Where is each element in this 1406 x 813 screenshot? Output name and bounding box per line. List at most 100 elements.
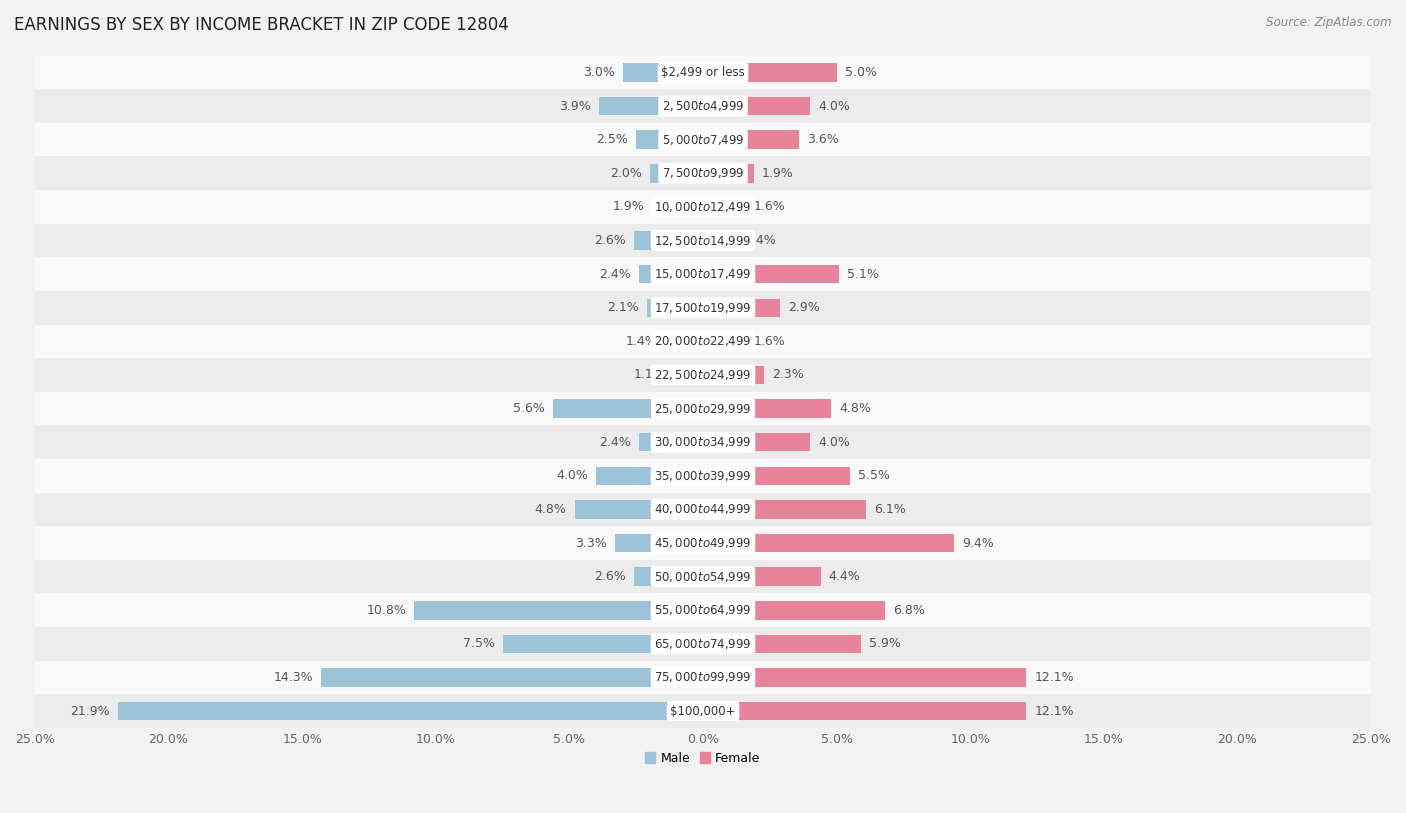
Text: 5.1%: 5.1%	[848, 267, 879, 280]
Text: 4.8%: 4.8%	[534, 503, 567, 516]
Text: 2.9%: 2.9%	[789, 302, 820, 315]
Text: 4.0%: 4.0%	[818, 436, 849, 449]
Text: 2.1%: 2.1%	[607, 302, 638, 315]
Bar	[35, 425, 1371, 459]
Text: 12.1%: 12.1%	[1035, 671, 1074, 684]
Bar	[703, 534, 955, 552]
Bar	[673, 366, 703, 385]
Text: EARNINGS BY SEX BY INCOME BRACKET IN ZIP CODE 12804: EARNINGS BY SEX BY INCOME BRACKET IN ZIP…	[14, 16, 509, 34]
Bar	[35, 324, 1371, 359]
Text: 21.9%: 21.9%	[70, 705, 110, 718]
Text: $2,500 to $4,999: $2,500 to $4,999	[662, 99, 744, 113]
Bar	[35, 627, 1371, 661]
Text: 3.6%: 3.6%	[807, 133, 839, 146]
Text: $45,000 to $49,999: $45,000 to $49,999	[654, 536, 752, 550]
Text: 2.5%: 2.5%	[596, 133, 628, 146]
Text: 1.4%: 1.4%	[626, 335, 658, 348]
Bar	[703, 433, 810, 451]
Bar	[634, 231, 703, 250]
Bar	[614, 534, 703, 552]
Bar	[35, 190, 1371, 224]
Text: 1.9%: 1.9%	[762, 167, 793, 180]
Bar	[703, 567, 821, 586]
Bar	[35, 156, 1371, 190]
Bar	[703, 702, 1026, 720]
Bar	[703, 97, 810, 115]
Bar	[35, 359, 1371, 392]
Bar	[703, 467, 851, 485]
Bar	[703, 333, 745, 350]
Bar	[35, 392, 1371, 425]
Text: $55,000 to $64,999: $55,000 to $64,999	[654, 603, 752, 617]
Bar	[703, 164, 754, 183]
Text: $20,000 to $22,499: $20,000 to $22,499	[654, 334, 752, 348]
Bar	[35, 694, 1371, 728]
Text: 9.4%: 9.4%	[962, 537, 994, 550]
Bar	[35, 224, 1371, 258]
Bar	[321, 668, 703, 687]
Bar	[35, 291, 1371, 324]
Bar	[35, 593, 1371, 627]
Bar	[703, 198, 745, 216]
Text: 3.0%: 3.0%	[583, 66, 614, 79]
Text: 10.8%: 10.8%	[367, 604, 406, 617]
Bar	[35, 661, 1371, 694]
Text: 3.9%: 3.9%	[560, 99, 591, 112]
Bar	[703, 601, 884, 620]
Bar	[35, 55, 1371, 89]
Bar	[596, 467, 703, 485]
Text: 6.8%: 6.8%	[893, 604, 925, 617]
Text: $50,000 to $54,999: $50,000 to $54,999	[654, 570, 752, 584]
Bar	[35, 493, 1371, 526]
Text: 5.9%: 5.9%	[869, 637, 901, 650]
Bar	[636, 130, 703, 149]
Bar	[35, 459, 1371, 493]
Bar	[703, 500, 866, 519]
Bar	[650, 164, 703, 183]
Text: 4.0%: 4.0%	[818, 99, 849, 112]
Bar	[652, 198, 703, 216]
Text: 1.6%: 1.6%	[754, 335, 786, 348]
Text: $12,500 to $14,999: $12,500 to $14,999	[654, 233, 752, 247]
Bar	[703, 366, 765, 385]
Text: 0.94%: 0.94%	[737, 234, 776, 247]
Bar	[634, 567, 703, 586]
Text: $5,000 to $7,499: $5,000 to $7,499	[662, 133, 744, 146]
Text: 14.3%: 14.3%	[273, 671, 314, 684]
Bar	[703, 231, 728, 250]
Bar	[35, 560, 1371, 593]
Bar	[415, 601, 703, 620]
Bar	[35, 123, 1371, 156]
Bar	[638, 265, 703, 284]
Bar	[665, 333, 703, 350]
Text: Source: ZipAtlas.com: Source: ZipAtlas.com	[1267, 16, 1392, 29]
Text: $30,000 to $34,999: $30,000 to $34,999	[654, 435, 752, 450]
Text: $15,000 to $17,499: $15,000 to $17,499	[654, 267, 752, 281]
Text: 5.5%: 5.5%	[858, 469, 890, 482]
Text: 4.8%: 4.8%	[839, 402, 872, 415]
Text: 12.1%: 12.1%	[1035, 705, 1074, 718]
Text: 6.1%: 6.1%	[875, 503, 905, 516]
Text: $10,000 to $12,499: $10,000 to $12,499	[654, 200, 752, 214]
Bar	[703, 265, 839, 284]
Text: 5.6%: 5.6%	[513, 402, 546, 415]
Bar	[35, 89, 1371, 123]
Text: 1.6%: 1.6%	[754, 201, 786, 213]
Text: $65,000 to $74,999: $65,000 to $74,999	[654, 637, 752, 651]
Text: 2.6%: 2.6%	[593, 570, 626, 583]
Bar	[502, 635, 703, 653]
Bar	[703, 399, 831, 418]
Bar	[703, 635, 860, 653]
Text: 2.4%: 2.4%	[599, 267, 631, 280]
Text: $75,000 to $99,999: $75,000 to $99,999	[654, 671, 752, 685]
Text: 7.5%: 7.5%	[463, 637, 495, 650]
Text: $7,500 to $9,999: $7,500 to $9,999	[662, 167, 744, 180]
Text: 2.6%: 2.6%	[593, 234, 626, 247]
Bar	[703, 668, 1026, 687]
Bar	[554, 399, 703, 418]
Legend: Male, Female: Male, Female	[641, 748, 765, 769]
Bar	[623, 63, 703, 81]
Text: $100,000+: $100,000+	[671, 705, 735, 718]
Text: 1.9%: 1.9%	[613, 201, 644, 213]
Bar	[35, 258, 1371, 291]
